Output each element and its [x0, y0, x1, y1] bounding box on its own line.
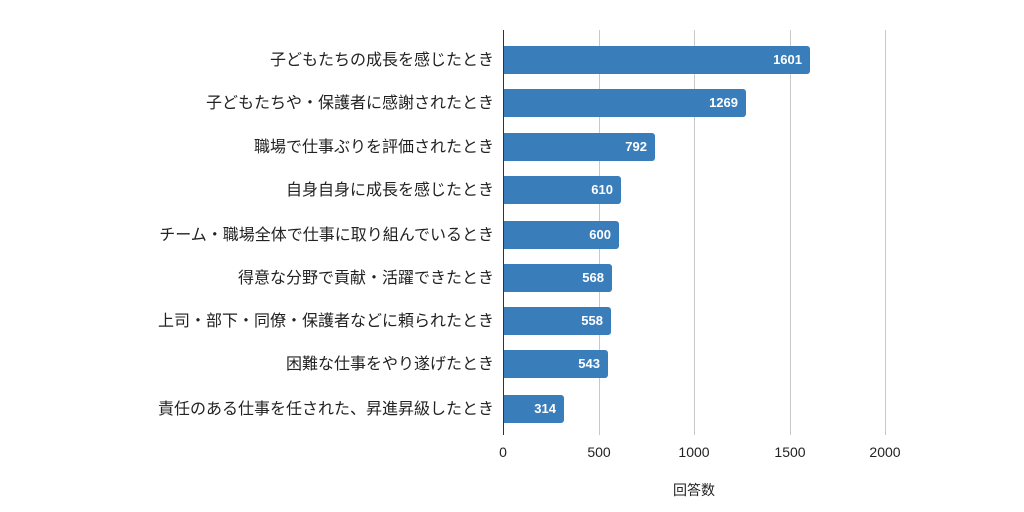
bar-value-label: 1601 — [773, 52, 802, 67]
category-label: 子どもたちの成長を感じたとき — [269, 50, 494, 69]
x-tick-label: 1000 — [678, 444, 710, 460]
bar-value-label: 558 — [581, 313, 603, 328]
bar[interactable]: 600 — [504, 221, 619, 249]
x-tick-label: 500 — [587, 444, 611, 460]
gridline — [885, 30, 886, 435]
bar-value-label: 543 — [578, 356, 600, 371]
category-label: 子どもたちや・保護者に感謝されたとき — [205, 93, 494, 112]
bar-value-label: 314 — [534, 401, 556, 416]
gridline — [790, 30, 791, 435]
x-tick-label: 1500 — [774, 444, 806, 460]
category-label: 困難な仕事をやり遂げたとき — [285, 354, 494, 373]
bar-value-label: 600 — [589, 227, 611, 242]
bar[interactable]: 1269 — [504, 89, 746, 117]
x-tick-label: 0 — [499, 444, 507, 460]
x-axis-title: 回答数 — [673, 483, 715, 499]
category-label: 職場で仕事ぶりを評価されたとき — [253, 137, 494, 156]
category-label: チーム・職場全体で仕事に取り組んでいるとき — [159, 225, 494, 244]
bar[interactable]: 543 — [504, 350, 608, 378]
gridline — [694, 30, 695, 435]
bar[interactable]: 792 — [504, 133, 655, 161]
category-label: 得意な分野で貢献・活躍できたとき — [237, 268, 494, 287]
category-label: 自身自身に成長を感じたとき — [285, 180, 494, 199]
category-label: 責任のある仕事を任された、昇進昇級したとき — [157, 399, 494, 418]
bar[interactable]: 610 — [504, 176, 621, 204]
bar-value-label: 610 — [591, 182, 613, 197]
bar-value-label: 568 — [582, 270, 604, 285]
bar[interactable]: 314 — [504, 395, 564, 423]
x-tick-label: 2000 — [869, 444, 901, 460]
y-axis-line — [503, 30, 504, 435]
category-label: 上司・部下・同僚・保護者などに頼られたとき — [157, 311, 494, 330]
bar-value-label: 792 — [625, 139, 647, 154]
bar[interactable]: 558 — [504, 307, 611, 335]
bar[interactable]: 1601 — [504, 46, 810, 74]
bar[interactable]: 568 — [504, 264, 612, 292]
bar-value-label: 1269 — [709, 95, 738, 110]
